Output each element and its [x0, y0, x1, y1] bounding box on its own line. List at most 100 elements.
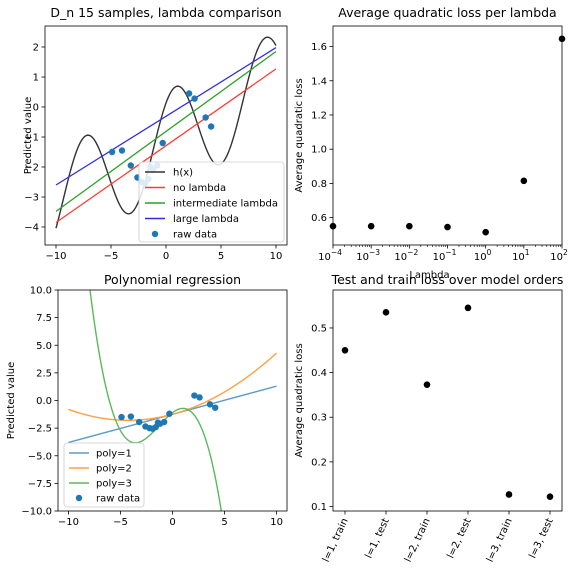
panel1-legend-marker	[151, 230, 159, 238]
panel1-ytick-label: −3	[24, 193, 39, 204]
panel1-legend-label: raw data	[173, 230, 217, 241]
panel2-xtick-label: 10−4	[318, 248, 342, 263]
panel1-legend-label: h(x)	[173, 168, 193, 179]
panel4-xtick-label: l=1, train	[321, 517, 351, 564]
panel3-data-point	[118, 413, 125, 421]
panel3-data-point	[191, 392, 198, 399]
panel4-ytick-label: 0.3	[311, 413, 327, 424]
panel2-data-point	[406, 222, 413, 230]
panel1-legend-label: large lambda	[173, 214, 239, 225]
panel3-legend-label: poly=2	[96, 464, 132, 475]
panel2-ytick-label: 1.6	[311, 42, 327, 53]
panel1-xtick-label: −10	[45, 251, 66, 262]
panel3-data-point	[211, 404, 219, 411]
panel3-ytick-label: 10.0	[30, 286, 52, 297]
panel4-title: Test and train loss over model orders	[331, 272, 564, 287]
panel4-ytick-label: 0.5	[311, 323, 327, 334]
panel1-data-point	[159, 139, 166, 147]
panel4-xtick-label: l=1, test	[364, 517, 392, 561]
panel4-data-point	[464, 304, 472, 312]
panel2-ytick-label: 1.0	[311, 145, 327, 156]
panel3-ytick-label: −10.0	[21, 507, 52, 518]
panel1-legend-label: no lambda	[173, 183, 226, 194]
panel1-ytick-label: −1	[24, 133, 39, 144]
panel4-xtick-label: l=3, test	[528, 517, 556, 561]
panel2-xtick-label: 102	[550, 248, 568, 263]
panel3-xtick-label: −5	[113, 517, 128, 528]
panel3-data-point	[127, 413, 135, 420]
panel4-data-point	[382, 309, 390, 316]
panel3-xtick-label: −10	[58, 517, 79, 528]
panel1-title: D_n 15 samples, lambda comparison	[50, 5, 281, 20]
panel1-data-point	[191, 95, 198, 102]
panel2-xtick-label: 10−1	[433, 248, 457, 263]
panel4-xtick-label: l=2, test	[446, 517, 474, 561]
panel4-data-point	[341, 346, 349, 354]
panel3-xtick-label: 5	[221, 517, 227, 528]
panel2-title: Average quadratic loss per lambda	[338, 5, 556, 20]
panel1-xtick-label: −5	[104, 251, 119, 262]
panel3-legend-label: raw data	[96, 494, 140, 505]
panel2-data-point	[367, 222, 375, 230]
panel1-ytick-label: −2	[24, 163, 39, 174]
panel3-series-poly	[89, 290, 222, 511]
panel3-data-point	[196, 394, 203, 401]
panel1-data-point	[108, 148, 116, 156]
panel3-data-point	[160, 418, 168, 426]
panel4-ytick-label: 0.2	[311, 457, 327, 468]
panel1-series-line	[55, 47, 277, 186]
panel2-ytick-label: 0.8	[311, 179, 327, 190]
panel3-ytick-label: 2.5	[36, 368, 52, 379]
panel4-xtick-label: l=3, train	[485, 517, 515, 564]
panel4-data-point	[546, 493, 554, 501]
panel3-ytick-label: −2.5	[28, 424, 52, 435]
panel2-ytick-label: 0.6	[311, 213, 327, 224]
panel1-ytick-label: 0	[33, 103, 39, 114]
panel1-ytick-label: 1	[33, 73, 39, 84]
panel3-ytick-label: 7.5	[36, 313, 52, 324]
panel2-ytick-label: 1.4	[311, 76, 327, 87]
panel3-legend-box	[63, 442, 145, 508]
panel1-data-point	[202, 114, 209, 121]
panel3-data-point	[135, 418, 143, 426]
panel1-xtick-label: 5	[218, 251, 224, 262]
panel2-xtick-label: 101	[512, 248, 530, 263]
panel3-ytick-label: 0.0	[36, 396, 52, 407]
panel4-ytick-label: 0.1	[311, 502, 327, 513]
panel2-data-point	[444, 223, 451, 231]
panel3-legend-label: poly=3	[96, 479, 132, 490]
panel1-xtick-label: 0	[163, 251, 169, 262]
panel2-xlabel: Lambda	[409, 270, 449, 281]
panel1-data-point	[118, 147, 126, 154]
panel3-xtick-label: 10	[270, 517, 283, 528]
panel1-xtick-label: 10	[270, 251, 283, 262]
panel1-data-point	[127, 162, 134, 169]
panel2-data-point	[520, 177, 528, 185]
panel4-ytick-label: 0.4	[311, 368, 327, 379]
panel1-ylabel: Predicted value	[23, 97, 34, 174]
panel1-ytick-label: −4	[24, 223, 39, 234]
panel3-data-point	[166, 410, 173, 417]
panel3-ytick-label: 5.0	[36, 341, 52, 352]
panel1-data-point	[207, 123, 215, 130]
panel4-data-point	[423, 381, 431, 388]
panel1-series-line	[55, 50, 277, 212]
panel1-frame	[44, 25, 288, 246]
panel4-frame	[332, 289, 563, 512]
panel4-ylabel: Average quadratic loss	[294, 343, 305, 457]
panel4-xtick-label: l=2, train	[403, 517, 433, 564]
panel3-frame	[57, 289, 288, 512]
panel3-legend-marker	[75, 494, 83, 502]
panel1-legend-label: intermediate lambda	[173, 199, 278, 210]
panel1-series-line	[55, 68, 277, 224]
panel2-xtick-label: 100	[474, 248, 492, 263]
panel2-data-point	[482, 228, 489, 236]
panel1-series-hx	[55, 36, 277, 229]
panel3-ylabel: Predicted value	[6, 362, 17, 439]
panel2-xtick-label: 10−2	[394, 248, 418, 263]
panel2-xtick-label: 10−3	[356, 248, 380, 263]
panel3-ytick-label: −5.0	[28, 451, 52, 462]
panel3-legend-label: poly=1	[96, 449, 132, 460]
panel1-data-point	[185, 90, 193, 97]
